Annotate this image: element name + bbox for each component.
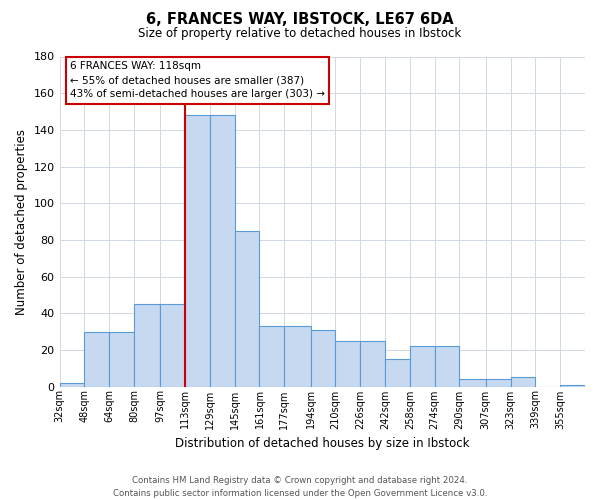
Bar <box>410 346 434 387</box>
Bar <box>85 332 109 386</box>
Bar <box>160 304 185 386</box>
Bar <box>385 359 410 386</box>
Bar <box>59 383 85 386</box>
Bar <box>185 115 210 386</box>
X-axis label: Distribution of detached houses by size in Ibstock: Distribution of detached houses by size … <box>175 437 470 450</box>
Bar <box>434 346 460 387</box>
Bar <box>235 230 259 386</box>
Bar <box>311 330 335 386</box>
Bar <box>134 304 160 386</box>
Bar <box>259 326 284 386</box>
Text: Contains HM Land Registry data © Crown copyright and database right 2024.
Contai: Contains HM Land Registry data © Crown c… <box>113 476 487 498</box>
Text: Size of property relative to detached houses in Ibstock: Size of property relative to detached ho… <box>139 28 461 40</box>
Bar <box>560 384 585 386</box>
Text: 6 FRANCES WAY: 118sqm
← 55% of detached houses are smaller (387)
43% of semi-det: 6 FRANCES WAY: 118sqm ← 55% of detached … <box>70 62 325 100</box>
Bar <box>486 379 511 386</box>
Bar <box>109 332 134 386</box>
Y-axis label: Number of detached properties: Number of detached properties <box>15 128 28 314</box>
Bar <box>335 340 360 386</box>
Bar <box>210 115 235 386</box>
Bar <box>284 326 311 386</box>
Bar <box>460 379 486 386</box>
Bar <box>360 340 385 386</box>
Bar <box>511 378 535 386</box>
Text: 6, FRANCES WAY, IBSTOCK, LE67 6DA: 6, FRANCES WAY, IBSTOCK, LE67 6DA <box>146 12 454 28</box>
